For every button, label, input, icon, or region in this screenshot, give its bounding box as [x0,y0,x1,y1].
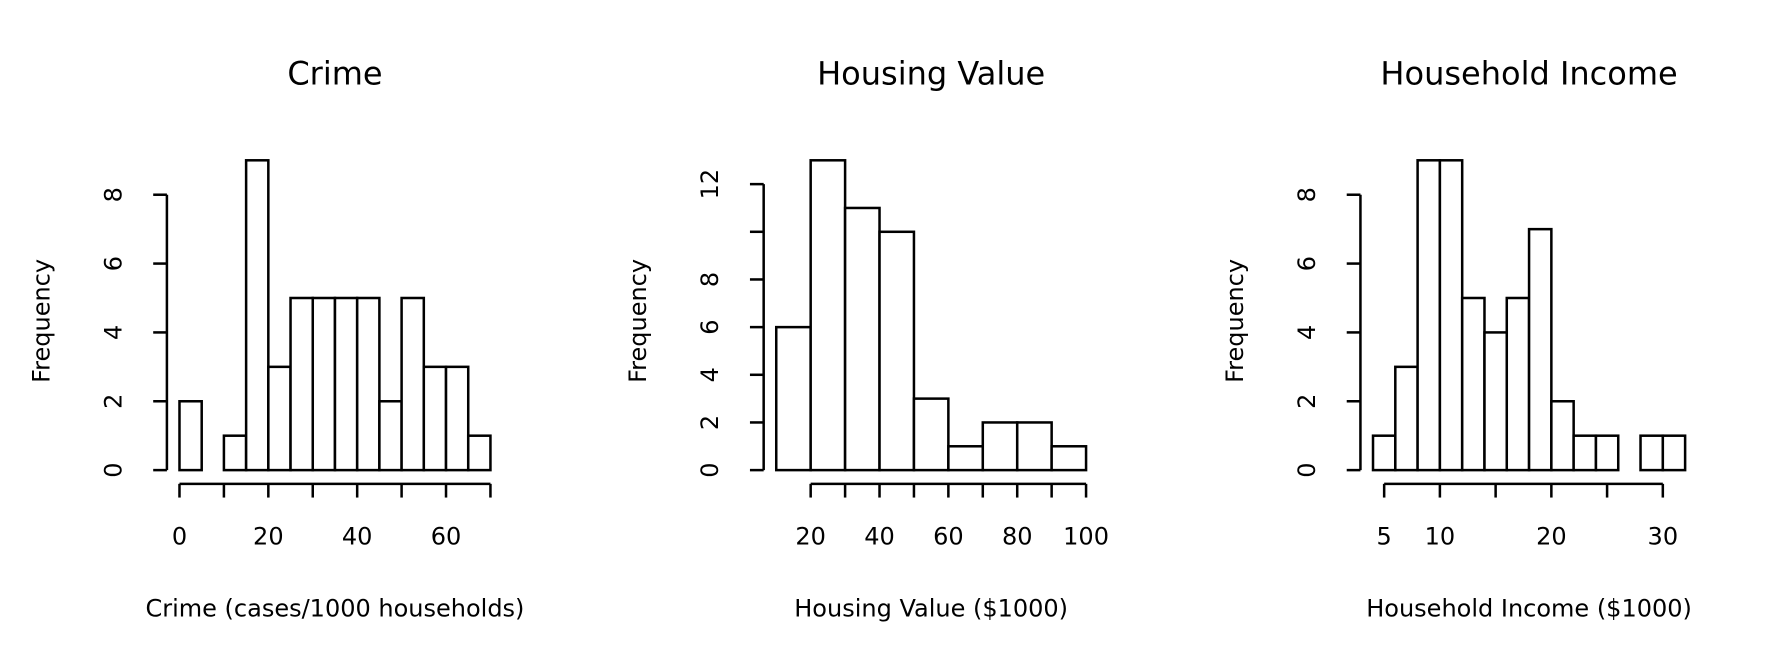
x-tick-label: 80 [1002,523,1033,551]
bar [843,206,881,472]
y-axis-label: Frequency [1221,259,1249,383]
bar [1661,434,1687,472]
bar [774,325,812,472]
y-tick-label: 6 [99,256,127,271]
x-tick-label: 40 [864,523,895,551]
bar [222,434,248,472]
y-tick-label: 8 [1293,187,1321,202]
bar [1416,159,1442,472]
chart-title: Housing Value [817,55,1045,93]
histogram-panel: Housing Value Housing Value ($1000) Freque… [624,55,1109,623]
histogram-panel: Crime Crime (cases/1000 households) Freque… [27,55,524,623]
x-tick-label: 60 [933,523,964,551]
x-tick-label: 0 [172,523,187,551]
bar [809,159,847,472]
bar [912,397,950,472]
chart-title: Crime [287,55,382,93]
bar [1460,296,1486,472]
x-tick-label: 60 [431,523,462,551]
x-tick-label: 20 [795,523,826,551]
y-tick-label: 6 [1293,256,1321,271]
bar [378,400,403,472]
bar [178,400,203,472]
bar [1394,365,1419,472]
bar [1371,434,1397,472]
bar [333,296,359,472]
y-tick-label: 2 [696,415,724,430]
y-tick-label: 2 [99,394,127,409]
y-tick-label: 4 [696,367,724,382]
y-tick-label: 6 [696,319,724,334]
bar [981,421,1019,472]
y-axis-label: Frequency [624,259,652,383]
bar [1527,227,1553,472]
x-axis-label: Housing Value ($1000) [794,595,1068,623]
x-tick-label: 20 [1536,523,1567,551]
bar [1050,445,1088,472]
y-tick-label: 12 [696,169,724,200]
bar [244,159,270,472]
y-tick-label: 0 [1293,462,1321,477]
x-tick-label: 30 [1648,523,1679,551]
y-tick-label: 0 [696,462,724,477]
y-tick-label: 8 [99,187,127,202]
bar [1572,434,1598,472]
bar [947,445,985,472]
bar [1015,421,1053,472]
bar [1505,296,1531,472]
bar [1550,400,1575,472]
histogram-panel: Household Income Household Income ($1000)… [1221,55,1692,623]
bar [444,365,470,472]
y-tick-label: 4 [99,325,127,340]
bar [1639,434,1665,472]
x-tick-label: 100 [1063,523,1109,551]
bar [311,296,337,472]
x-tick-label: 5 [1377,523,1392,551]
bar [466,434,492,472]
bar [1438,159,1464,472]
bar [878,230,916,472]
x-tick-label: 40 [342,523,373,551]
y-tick-label: 2 [1293,394,1321,409]
x-axis-label: Household Income ($1000) [1366,595,1692,623]
bar [1483,331,1509,472]
x-tick-label: 20 [253,523,284,551]
x-tick-label: 10 [1425,523,1456,551]
bar [1594,434,1620,472]
y-axis-label: Frequency [27,259,55,383]
chart-title: Household Income [1380,55,1677,93]
bar [289,296,315,472]
bar [422,365,448,472]
y-tick-label: 0 [99,462,127,477]
bar [267,365,292,472]
y-tick-label: 4 [1293,325,1321,340]
x-axis-label: Crime (cases/1000 households) [145,595,524,623]
y-tick-label: 8 [696,272,724,287]
bar [355,296,381,472]
bar [400,296,426,472]
